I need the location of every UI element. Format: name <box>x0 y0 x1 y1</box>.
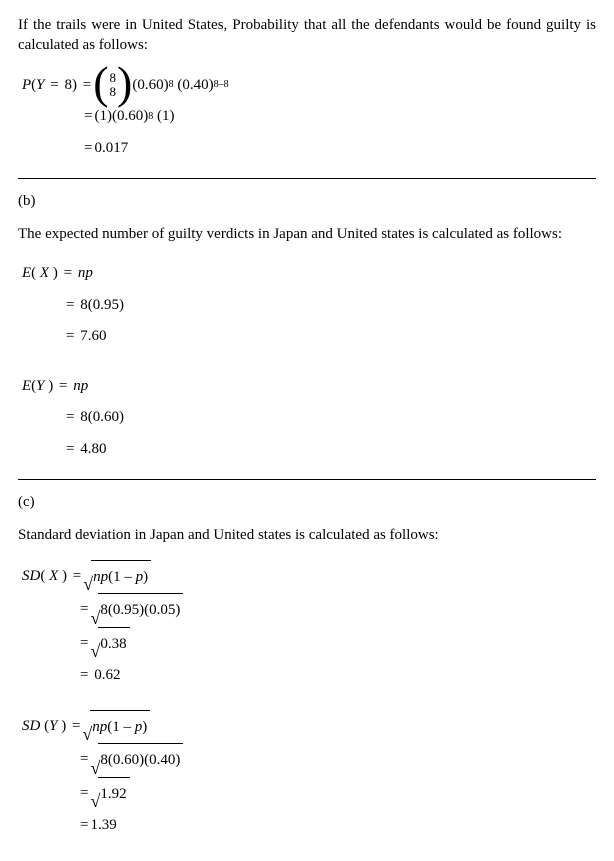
equation-ey: E(Y ) = np = 8(0.60) = 4.80 <box>22 371 596 466</box>
intro-c: Standard deviation in Japan and United s… <box>18 525 596 545</box>
sdx-n: 8 <box>100 602 108 618</box>
sdx-one: 1 <box>113 569 121 585</box>
equation-py8: P(Y = 8) = ( 8 8 ) (0.60)8 (0.40)8–8 = (… <box>22 70 596 165</box>
var-p: P <box>22 70 31 102</box>
intro-a: If the trails were in United States, Pro… <box>18 15 596 56</box>
equation-sdx: SD( X ) = √np(1 – p) = √8(0.95)(0.05) = … <box>22 560 596 692</box>
sdx-result: 0.62 <box>94 660 120 692</box>
ex-rhs: np <box>78 258 93 290</box>
ey-rhs: np <box>73 371 88 403</box>
equation-sdy: SD (Y ) = √np(1 – p) = √8(0.60)(0.40) = … <box>22 710 596 842</box>
val-8: 8 <box>64 70 72 102</box>
sdx-p: 0.95 <box>113 602 139 618</box>
sdy-step2: 1.92 <box>98 777 129 811</box>
ex-p: 0.95 <box>93 290 119 322</box>
binom-top: 8 <box>110 71 117 85</box>
sdy-p: 0.60 <box>113 752 139 768</box>
ey-p: 0.60 <box>93 402 119 434</box>
part-c-label: (c) <box>18 494 596 511</box>
sdy-n: 8 <box>100 752 108 768</box>
equation-ex: E( X ) = np = 8(0.95) = 7.60 <box>22 258 596 353</box>
intro-b: The expected number of guilty verdicts i… <box>18 224 596 244</box>
sdy-lhs: SD <box>22 711 40 743</box>
ex-n: 8 <box>80 290 88 322</box>
divider-1 <box>18 178 596 179</box>
ey-n: 8 <box>80 402 88 434</box>
ey-lhs: E <box>22 371 31 403</box>
q-val: 0.40 <box>182 70 208 102</box>
sdy-one: 1 <box>112 719 120 735</box>
sdx-pvar: p <box>136 569 144 585</box>
part-b-label: (b) <box>18 193 596 210</box>
sdy-q: 0.40 <box>149 752 175 768</box>
sdy-np: np <box>92 719 107 735</box>
binom-bot: 8 <box>110 85 117 99</box>
sdy-var: Y <box>49 711 57 743</box>
p-val: 0.60 <box>137 70 163 102</box>
var-y: Y <box>36 70 44 102</box>
ex-result: 7.60 <box>80 321 106 353</box>
binomial: 8 8 <box>110 71 117 100</box>
sdx-np: np <box>93 569 108 585</box>
sdx-var: X <box>49 561 58 593</box>
ey-result: 4.80 <box>80 434 106 466</box>
sdy-result: 1.39 <box>90 810 116 842</box>
sdx-step2: 0.38 <box>98 627 129 661</box>
divider-2 <box>18 479 596 480</box>
ex-lhs: E <box>22 258 31 290</box>
sdx-lhs: SD <box>22 561 40 593</box>
l2c: 1 <box>162 101 170 133</box>
result-a: 0.017 <box>94 133 128 165</box>
ex-var: X <box>40 258 49 290</box>
ey-var: Y <box>36 371 44 403</box>
sdx-q: 0.05 <box>149 602 175 618</box>
